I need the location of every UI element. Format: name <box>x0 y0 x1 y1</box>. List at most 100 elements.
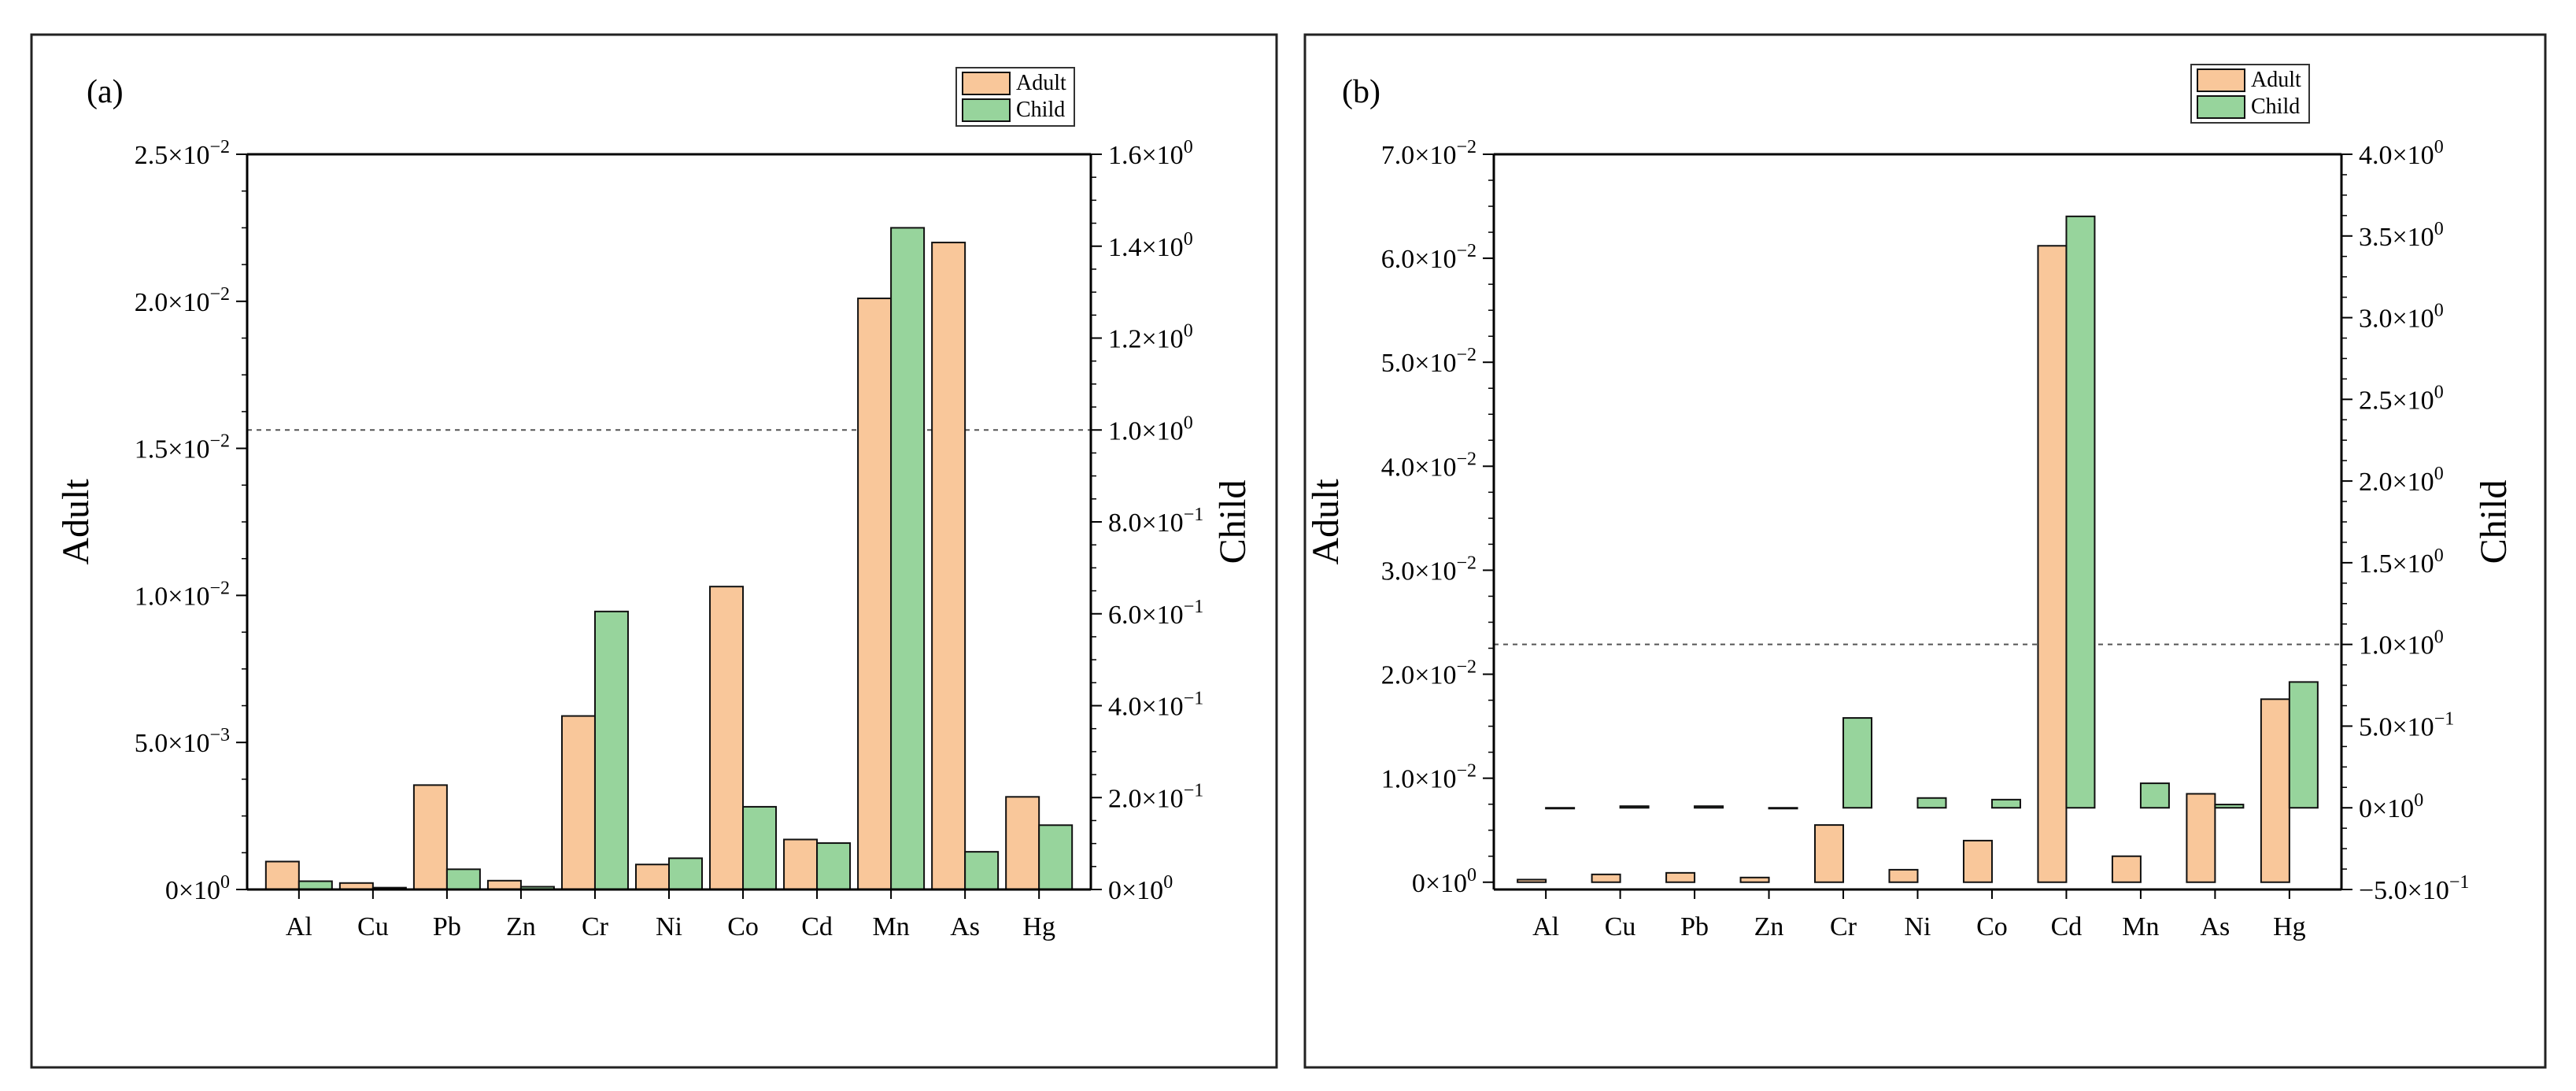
x-tick-label: Cr <box>582 912 609 941</box>
y2-tick-label: 1.0×100 <box>2359 627 2444 660</box>
child-bar-cd <box>2065 215 2096 809</box>
child-bar-cu <box>1619 805 1650 809</box>
adult-bar-as <box>2186 793 2216 883</box>
x-tick-label: Cu <box>357 912 389 941</box>
legend-label-child: Child <box>1016 98 1065 122</box>
adult-bar-hg <box>1005 796 1040 890</box>
adult-bar-mn <box>857 298 893 890</box>
x-tick-label: Hg <box>2273 912 2306 941</box>
x-tick-label: Al <box>286 912 312 941</box>
legend-swatch-child <box>2197 95 2245 119</box>
y2-axis-title: Child <box>2473 480 2515 564</box>
x-tick-label: Zn <box>506 912 536 941</box>
adult-bar-pb <box>1665 871 1696 883</box>
y-tick-label: 1.0×10−2 <box>135 578 230 611</box>
y2-tick-label: 2.0×100 <box>2359 464 2444 497</box>
x-tick-label: Co <box>727 912 759 941</box>
y2-tick-label: 1.5×100 <box>2359 546 2444 579</box>
x-tick-label: Hg <box>1022 912 1055 941</box>
adult-bar-cu <box>1591 873 1621 883</box>
child-bar-pb <box>1694 805 1724 809</box>
legend: Adult Child <box>955 67 1075 127</box>
y-tick-label: 1.5×10−2 <box>135 431 230 464</box>
adult-bar-zn <box>1739 876 1770 883</box>
y2-tick-label: 1.6×100 <box>1108 137 1193 170</box>
y2-tick-label: 2.5×100 <box>2359 382 2444 415</box>
panel-b-chart: Al Cu Pb Zn Cr Ni Co Cd Mn As Hg 0×100 1.0×10−2 2.0×1… <box>1305 64 2515 941</box>
child-bar-hg <box>1038 824 1074 891</box>
child-bar-cr <box>1842 717 1873 809</box>
x-tick-label: Cd <box>801 912 833 941</box>
y-tick-label: 3.0×10−2 <box>1381 553 1476 586</box>
y2-tick-label: 1.4×100 <box>1108 229 1193 262</box>
y-tick-label: 4.0×10−2 <box>1381 449 1476 482</box>
x-tick-label: As <box>950 912 980 941</box>
child-bar-co <box>742 805 778 891</box>
x-tick-label: Cu <box>1605 912 1636 941</box>
x-tick-label: Ni <box>656 912 682 941</box>
adult-bar-hg <box>2260 698 2290 883</box>
child-bar-mn <box>890 227 926 890</box>
child-bar-cr <box>593 610 629 890</box>
x-tick-label: As <box>2200 912 2230 941</box>
panel-a-frame <box>30 33 1278 1069</box>
adult-bar-co <box>709 586 745 891</box>
y-tick-label: 5.0×10−2 <box>1381 345 1476 378</box>
adult-bar-cr <box>560 715 596 890</box>
adult-bar-al <box>264 860 300 891</box>
y2-axis-title: Child <box>1212 480 1254 564</box>
child-bar-pb <box>445 868 481 890</box>
y2-tick-label: 5.0×10−1 <box>2359 708 2454 742</box>
y2-tick-label: 3.5×100 <box>2359 219 2444 252</box>
legend-label-adult: Adult <box>1016 71 1066 95</box>
y-tick-label: 1.0×10−2 <box>1381 761 1476 794</box>
child-bar-ni <box>668 857 703 891</box>
y-tick-label: 2.5×10−2 <box>135 137 230 170</box>
x-tick-label: Cr <box>1830 912 1857 941</box>
y2-tick-label: 3.0×100 <box>2359 301 2444 334</box>
adult-bar-co <box>1962 839 1993 883</box>
y-tick-label: 7.0×10−2 <box>1381 137 1476 170</box>
y-tick-label: 6.0×10−2 <box>1381 241 1476 274</box>
x-tick-label: Al <box>1532 912 1559 941</box>
child-bar-mn <box>2139 782 2170 809</box>
legend-swatch-child <box>962 98 1011 122</box>
legend-label-adult: Adult <box>2251 68 2301 92</box>
child-bar-cd <box>816 842 852 891</box>
y-tick-label: 2.0×10−2 <box>1381 657 1476 690</box>
legend-swatch-adult <box>962 72 1011 95</box>
adult-bar-pb <box>412 784 448 891</box>
y2-tick-label: 0×100 <box>2359 790 2423 823</box>
y2-tick-label: 8.0×10−1 <box>1108 505 1203 538</box>
panel-label: (a) <box>87 74 124 110</box>
adult-bar-al <box>1517 878 1547 883</box>
y-tick-label: 0×100 <box>1412 865 1476 898</box>
legend-swatch-adult <box>2197 68 2245 92</box>
legend-label-child: Child <box>2251 94 2300 119</box>
adult-bar-cr <box>1814 824 1845 883</box>
y-axis-title: Adult <box>1305 479 1347 565</box>
y-tick-label: 5.0×10−3 <box>135 725 230 758</box>
y2-tick-label: 1.2×100 <box>1108 321 1193 354</box>
y2-tick-label: 4.0×100 <box>2359 137 2444 170</box>
panel-label: (b) <box>1342 74 1380 110</box>
x-tick-label: Zn <box>1754 912 1784 941</box>
y-tick-label: 2.0×10−2 <box>135 284 230 317</box>
x-tick-label: Cd <box>2051 912 2083 941</box>
y2-tick-label: 4.0×10−1 <box>1108 689 1203 722</box>
y2-tick-label: 1.0×100 <box>1108 412 1193 446</box>
child-bar-as <box>2214 804 2245 809</box>
x-tick-label: Ni <box>1905 912 1931 941</box>
x-tick-label: Co <box>1976 912 2008 941</box>
child-bar-as <box>964 851 1000 890</box>
adult-bar-cd <box>2037 245 2068 883</box>
adult-bar-cd <box>783 838 819 891</box>
y2-tick-label: 0×100 <box>1108 872 1173 905</box>
panel-a-chart: Al Cu Pb Zn Cr Ni Co Cd Mn As Hg 0×100 5.0×10−3 1.0×1… <box>55 67 1254 941</box>
y2-tick-label: 2.0×10−1 <box>1108 780 1203 813</box>
y2-tick-label: −5.0×10−1 <box>2359 872 2469 905</box>
x-tick-label: Pb <box>433 912 461 941</box>
x-tick-label: Mn <box>2122 912 2159 941</box>
